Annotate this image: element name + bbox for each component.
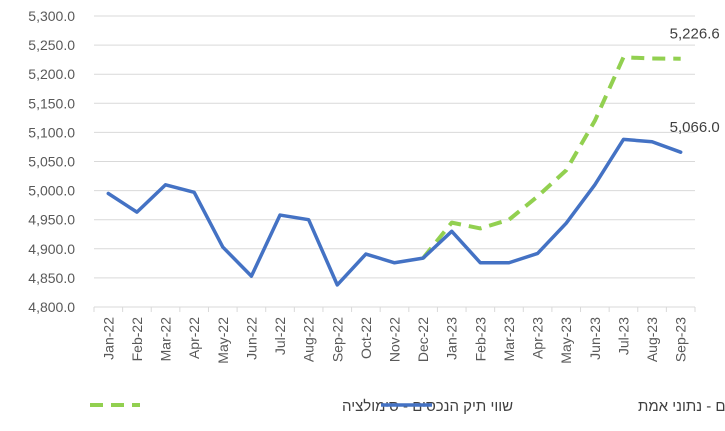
gridlines <box>94 15 695 279</box>
legend-label: שווי תיק הנכסים - נתוני אמת <box>638 398 725 415</box>
y-tick-label: 5,150.0 <box>28 95 75 111</box>
x-tick-label: Dec-22 <box>415 317 431 362</box>
x-tick-label: Sep-22 <box>329 317 345 362</box>
x-tick-label: Jul-22 <box>272 317 288 355</box>
legend: שווי תיק הנכסים - סימולציה שווי תיק הנכסי… <box>90 398 725 415</box>
y-axis-labels: 4,800.0 4,850.0 4,900.0 4,950.0 5,000.0 5,050… <box>28 8 75 315</box>
data-label-simulation: 5,226.6 <box>670 26 720 43</box>
x-tick-label: Jul-23 <box>615 317 631 355</box>
series-lines <box>106 55 683 287</box>
y-tick-label: 5,050.0 <box>28 154 75 170</box>
x-tick-label: Jun-22 <box>243 317 259 360</box>
x-tick-label: May-23 <box>558 317 574 364</box>
x-tick-label: Apr-22 <box>186 317 202 359</box>
y-tick-label: 5,200.0 <box>28 66 75 82</box>
legend-item-actual: שווי תיק הנכסים - נתוני אמת <box>381 398 725 415</box>
x-tick-label: Mar-23 <box>501 317 517 362</box>
legend-item-simulation: שווי תיק הנכסים - סימולציה <box>90 398 513 415</box>
x-tick-label: Feb-23 <box>472 317 488 362</box>
x-tick-label: Nov-22 <box>387 317 403 362</box>
data-labels: 5,066.0 5,226.6 <box>670 26 720 136</box>
x-tick-label: Aug-22 <box>301 317 317 362</box>
x-tick-label: Oct-22 <box>358 317 374 359</box>
y-tick-label: 5,300.0 <box>28 8 75 24</box>
y-tick-label: 4,950.0 <box>28 212 75 228</box>
x-tick-label: Jun-23 <box>587 317 603 360</box>
y-tick-label: 5,000.0 <box>28 183 75 199</box>
data-label-actual: 5,066.0 <box>670 119 720 136</box>
x-tick-label: Jan-23 <box>444 317 460 360</box>
x-tick-label: Mar-22 <box>158 317 174 362</box>
x-tick-label: Aug-23 <box>644 317 660 362</box>
x-axis-labels: Jan-22 Feb-22 Mar-22 Apr-22 May-22 Jun-22 Jul-… <box>100 317 688 364</box>
x-tick-label: Apr-23 <box>530 317 546 359</box>
x-tick-label: Jan-22 <box>100 317 116 360</box>
series-line-simulation <box>421 55 681 260</box>
x-axis-ticks <box>93 307 696 312</box>
y-tick-label: 4,900.0 <box>28 241 75 257</box>
y-tick-label: 5,250.0 <box>28 37 75 53</box>
x-tick-label: Feb-22 <box>129 317 145 362</box>
x-tick-label: May-22 <box>215 317 231 364</box>
y-tick-label: 4,850.0 <box>28 270 75 286</box>
series-line-actual <box>106 137 683 287</box>
y-tick-label: 5,100.0 <box>28 124 75 140</box>
y-tick-label: 4,800.0 <box>28 299 75 315</box>
x-tick-label: Sep-23 <box>673 317 689 362</box>
